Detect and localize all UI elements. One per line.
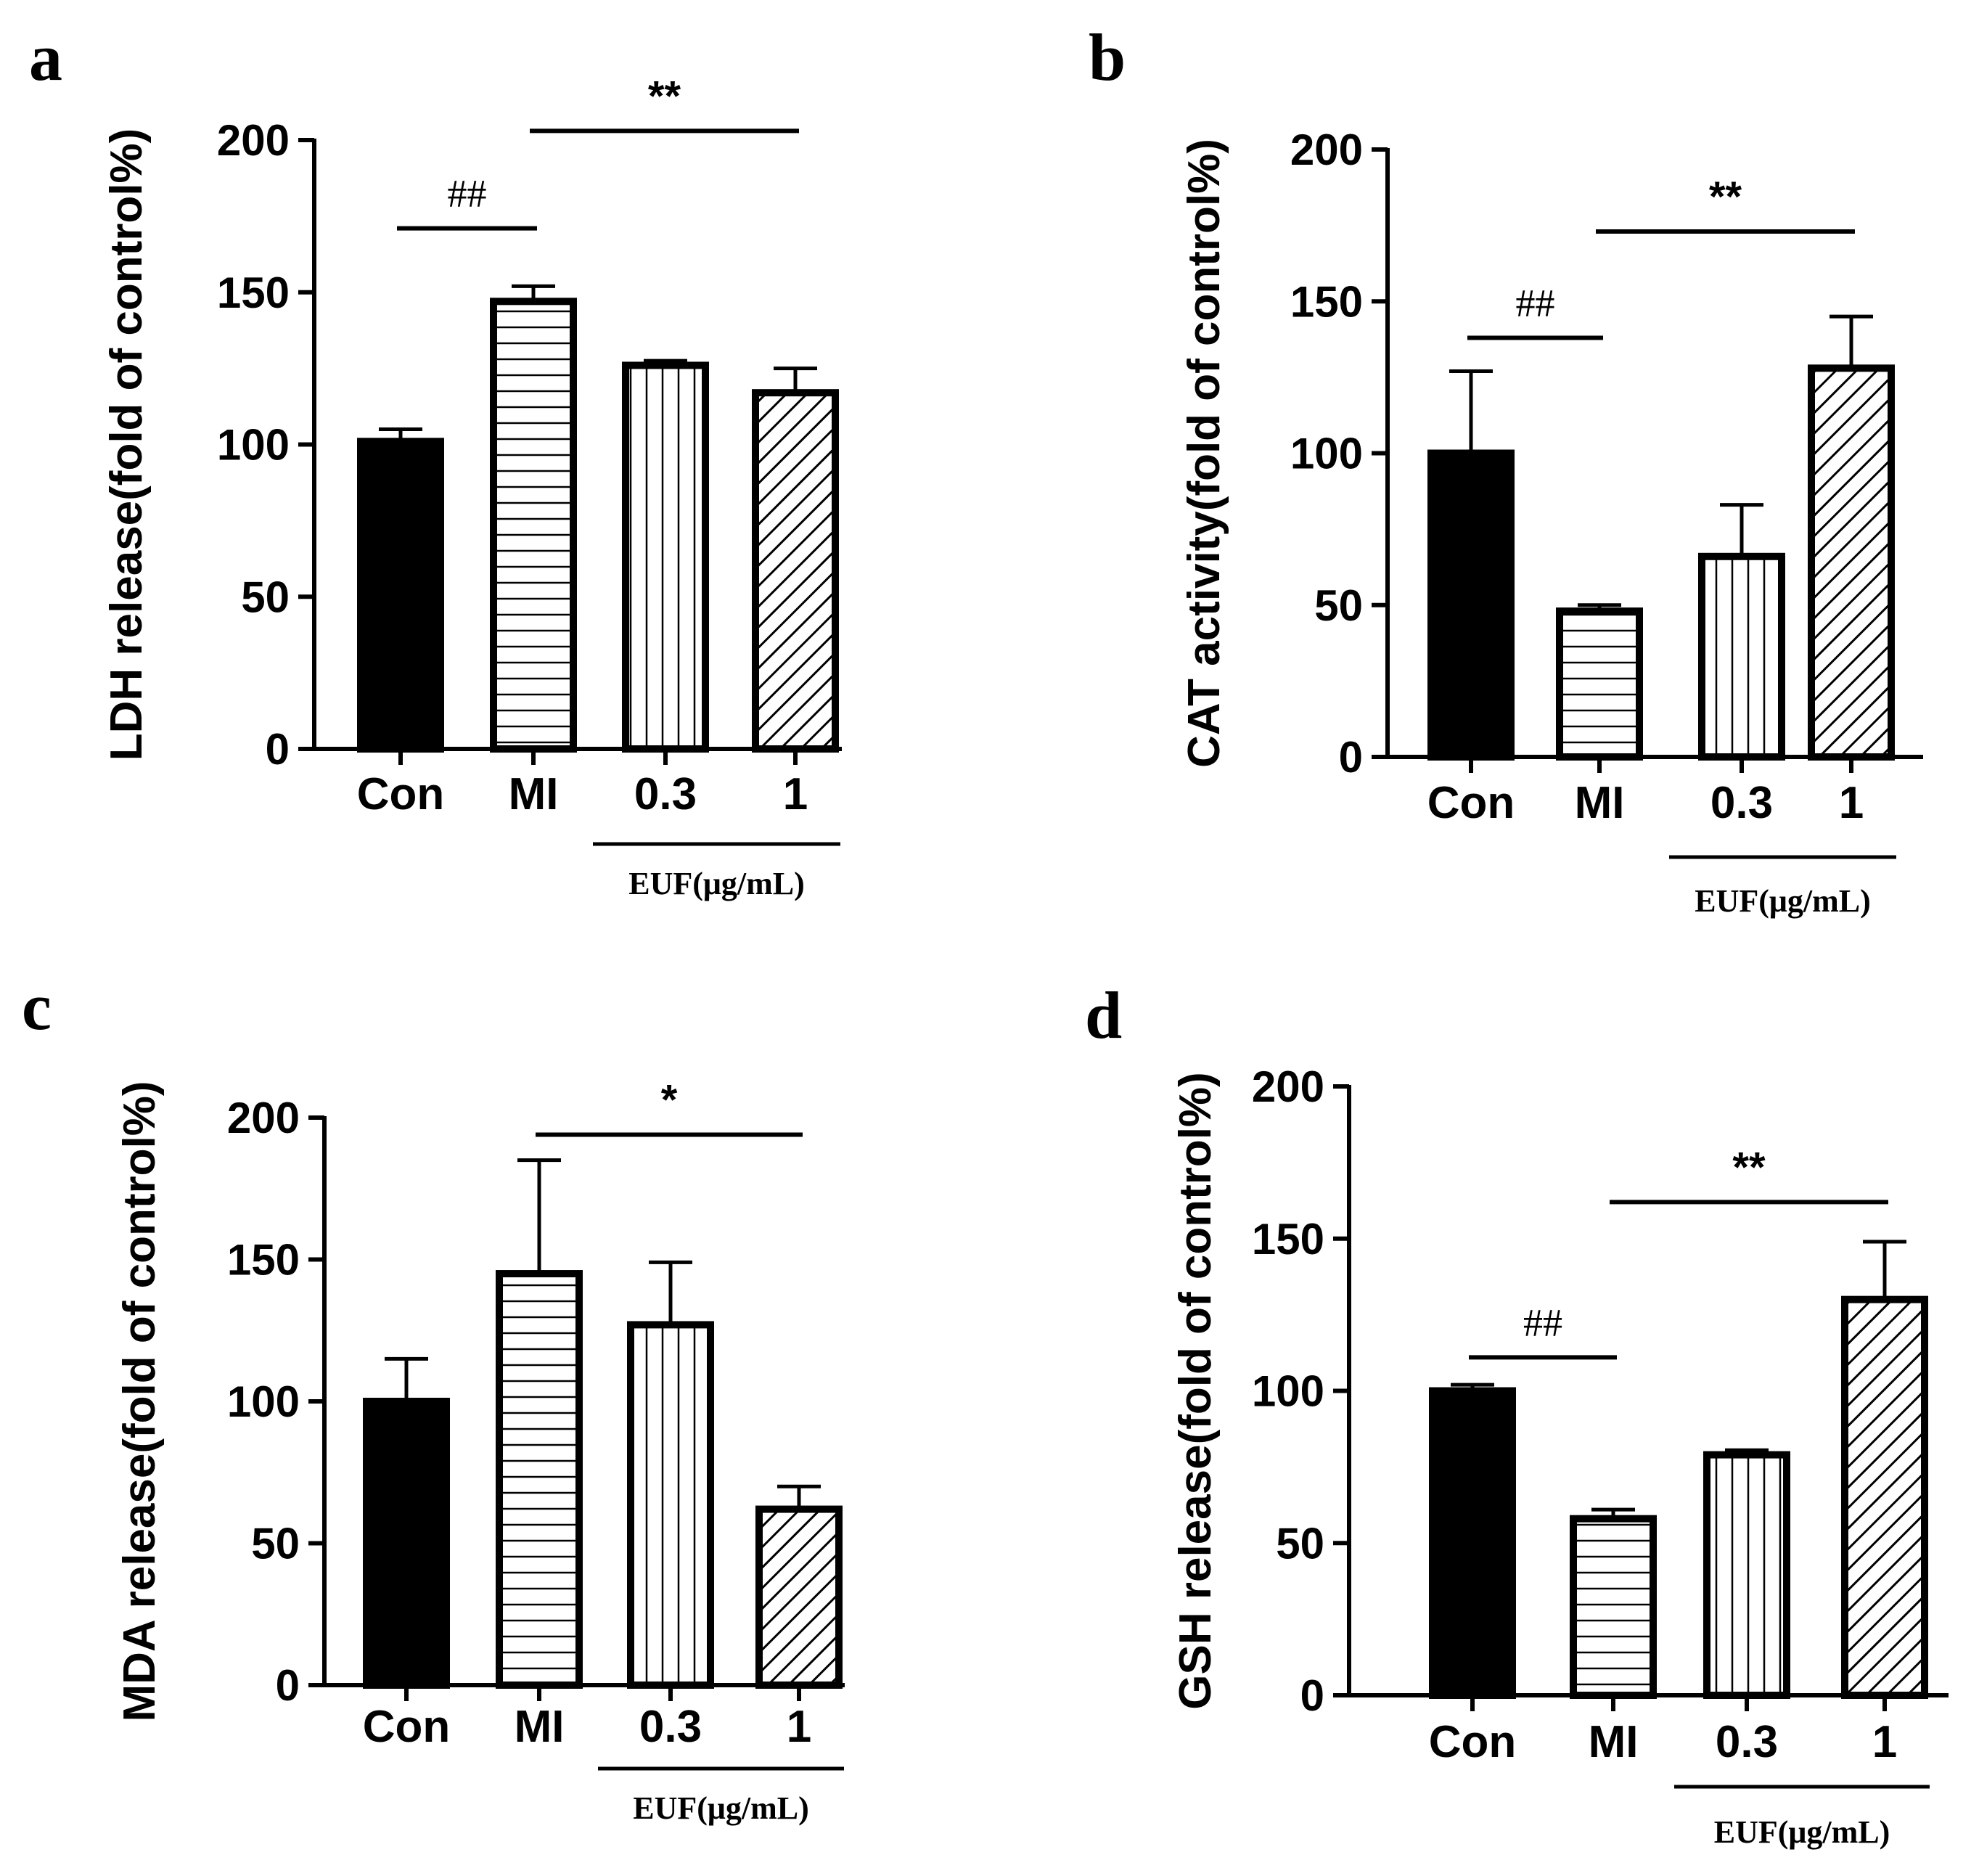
significance-label: ** [648,73,681,120]
bar-0-3 [1698,552,1785,761]
x-tick-label: 1 [787,1702,811,1752]
bar-1 [1841,1295,1928,1699]
y-tick-label: 150 [1290,277,1363,326]
significance-label: ## [448,172,487,216]
panel-label: b [1089,20,1126,94]
y-tick-label: 150 [217,269,290,317]
panel-d: d 0 50 100 150 200 GSH release(fold of control… [1085,978,1949,1850]
significance-label: * [661,1076,678,1123]
significance-label: ## [1516,281,1555,324]
bar-0-3 [622,361,709,753]
y-tick-label: 0 [276,1661,300,1710]
x-tick-label: 0.3 [1710,778,1773,828]
bar-con [357,438,444,753]
y-tick-label: 50 [1276,1519,1324,1568]
group-label: EUF(μg/mL) [628,866,804,901]
panel-label: d [1085,978,1122,1052]
bar-mi [1570,1515,1657,1699]
y-tick-label: 200 [227,1094,300,1142]
bar-mi [1556,607,1643,761]
y-tick-label: 200 [1252,1062,1324,1111]
y-axis-label: LDH release(fold of control%) [102,128,152,761]
bar-con [363,1398,450,1689]
bar-0-3 [627,1321,714,1689]
y-tick-label: 50 [1314,581,1363,630]
x-tick-label: 1 [1839,778,1864,828]
panel-b: b 0 50 100 150 200 CAT activity(fold of contro… [1089,20,1923,919]
significance-label: ## [1523,1300,1562,1344]
x-tick-label: MI [515,1702,565,1752]
bar-mi [496,1270,583,1689]
y-axis-label: GSH release(fold of control%) [1171,1072,1221,1709]
panel-label: c [22,970,52,1044]
bar-con [1427,449,1515,761]
y-tick-label: 200 [1290,126,1363,174]
panel-c: c 0 50 100 150 200 MDA release(fold of control… [22,970,845,1826]
x-tick-label: 1 [783,769,808,819]
bar-con [1429,1387,1516,1699]
x-tick-label: Con [363,1702,451,1752]
bar-1 [752,389,839,753]
bar-mi [490,298,577,753]
bar-1 [755,1505,843,1689]
x-tick-label: MI [509,769,559,819]
y-tick-label: 0 [1300,1671,1324,1720]
y-tick-label: 150 [227,1236,300,1285]
y-tick-label: 0 [1339,733,1363,782]
panel-a: a 0 50 100 150 200 LDH release(fold of control… [29,20,842,901]
y-tick-label: 50 [251,1520,300,1568]
y-tick-label: 150 [1252,1215,1324,1263]
x-tick-label: MI [1589,1717,1639,1767]
x-tick-label: MI [1575,778,1625,828]
x-tick-label: 0.3 [1716,1717,1778,1767]
significance-label: ** [1709,173,1742,221]
y-tick-label: 100 [1252,1367,1324,1416]
x-tick-label: 0.3 [639,1702,702,1752]
y-tick-label: 100 [1290,430,1363,478]
group-label: EUF(μg/mL) [633,1790,808,1826]
group-label: EUF(μg/mL) [1695,883,1870,919]
y-tick-label: 0 [266,725,290,774]
y-tick-label: 100 [217,421,290,470]
x-tick-label: 0.3 [634,769,697,819]
y-axis-label: MDA release(fold of control%) [115,1081,165,1722]
y-tick-label: 200 [217,116,290,165]
x-tick-label: 1 [1872,1717,1897,1767]
y-axis-label: CAT activity(fold of control%) [1179,139,1229,768]
group-label: EUF(μg/mL) [1714,1814,1890,1850]
bar-1 [1808,364,1895,761]
y-tick-label: 50 [241,573,290,621]
panel-label: a [29,20,62,94]
y-tick-label: 100 [227,1377,300,1426]
bar-0-3 [1703,1451,1790,1699]
x-tick-label: Con [357,769,445,819]
significance-label: ** [1732,1144,1766,1191]
x-tick-label: Con [1427,778,1515,828]
x-tick-label: Con [1429,1717,1517,1767]
